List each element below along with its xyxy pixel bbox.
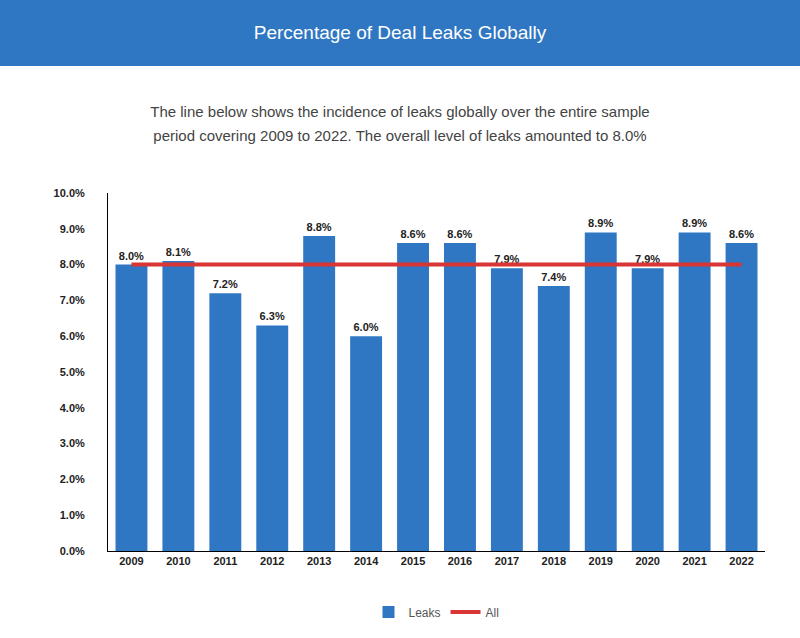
svg-text:8.6%: 8.6%: [400, 228, 425, 240]
svg-text:2012: 2012: [260, 555, 284, 567]
svg-text:8.1%: 8.1%: [166, 246, 191, 258]
svg-text:8.0%: 8.0%: [60, 258, 85, 270]
svg-text:2011: 2011: [213, 555, 237, 567]
svg-text:2013: 2013: [307, 555, 331, 567]
svg-text:2018: 2018: [542, 555, 566, 567]
svg-text:8.0%: 8.0%: [119, 250, 144, 262]
svg-text:10.0%: 10.0%: [54, 187, 85, 199]
svg-text:7.4%: 7.4%: [541, 271, 566, 283]
svg-text:7.9%: 7.9%: [635, 253, 660, 265]
svg-text:2022: 2022: [729, 555, 753, 567]
svg-text:7.2%: 7.2%: [213, 278, 238, 290]
svg-text:8.9%: 8.9%: [682, 217, 707, 229]
svg-text:2010: 2010: [166, 555, 190, 567]
svg-text:2015: 2015: [401, 555, 425, 567]
svg-text:Leaks: Leaks: [409, 606, 441, 620]
html-text:The line below shows the incid: The line below shows the incidence of le…: [150, 103, 650, 144]
svg-text:2009: 2009: [119, 555, 143, 567]
svg-text:1.0%: 1.0%: [60, 509, 85, 521]
svg-text:7.0%: 7.0%: [60, 294, 85, 306]
html-text:Percentage of Deal Leaks Globa: Percentage of Deal Leaks Globally: [253, 22, 547, 43]
svg-text:6.0%: 6.0%: [353, 321, 378, 333]
svg-text:All: All: [486, 606, 499, 620]
svg-text:0.0%: 0.0%: [60, 545, 85, 557]
svg-text:6.3%: 6.3%: [260, 310, 285, 322]
svg-text:2019: 2019: [589, 555, 613, 567]
svg-text:5.0%: 5.0%: [60, 366, 85, 378]
svg-text:4.0%: 4.0%: [60, 402, 85, 414]
svg-text:2016: 2016: [448, 555, 472, 567]
svg-text:2014: 2014: [354, 555, 379, 567]
svg-text:8.9%: 8.9%: [588, 217, 613, 229]
svg-text:3.0%: 3.0%: [60, 437, 85, 449]
svg-text:7.9%: 7.9%: [494, 253, 519, 265]
svg-text:2.0%: 2.0%: [60, 473, 85, 485]
svg-text:8.6%: 8.6%: [729, 228, 754, 240]
svg-text:8.8%: 8.8%: [307, 221, 332, 233]
svg-text:9.0%: 9.0%: [60, 223, 85, 235]
svg-text:2020: 2020: [635, 555, 659, 567]
svg-text:2021: 2021: [682, 555, 706, 567]
svg-text:6.0%: 6.0%: [60, 330, 85, 342]
svg-text:8.6%: 8.6%: [447, 228, 472, 240]
svg-text:2017: 2017: [495, 555, 519, 567]
